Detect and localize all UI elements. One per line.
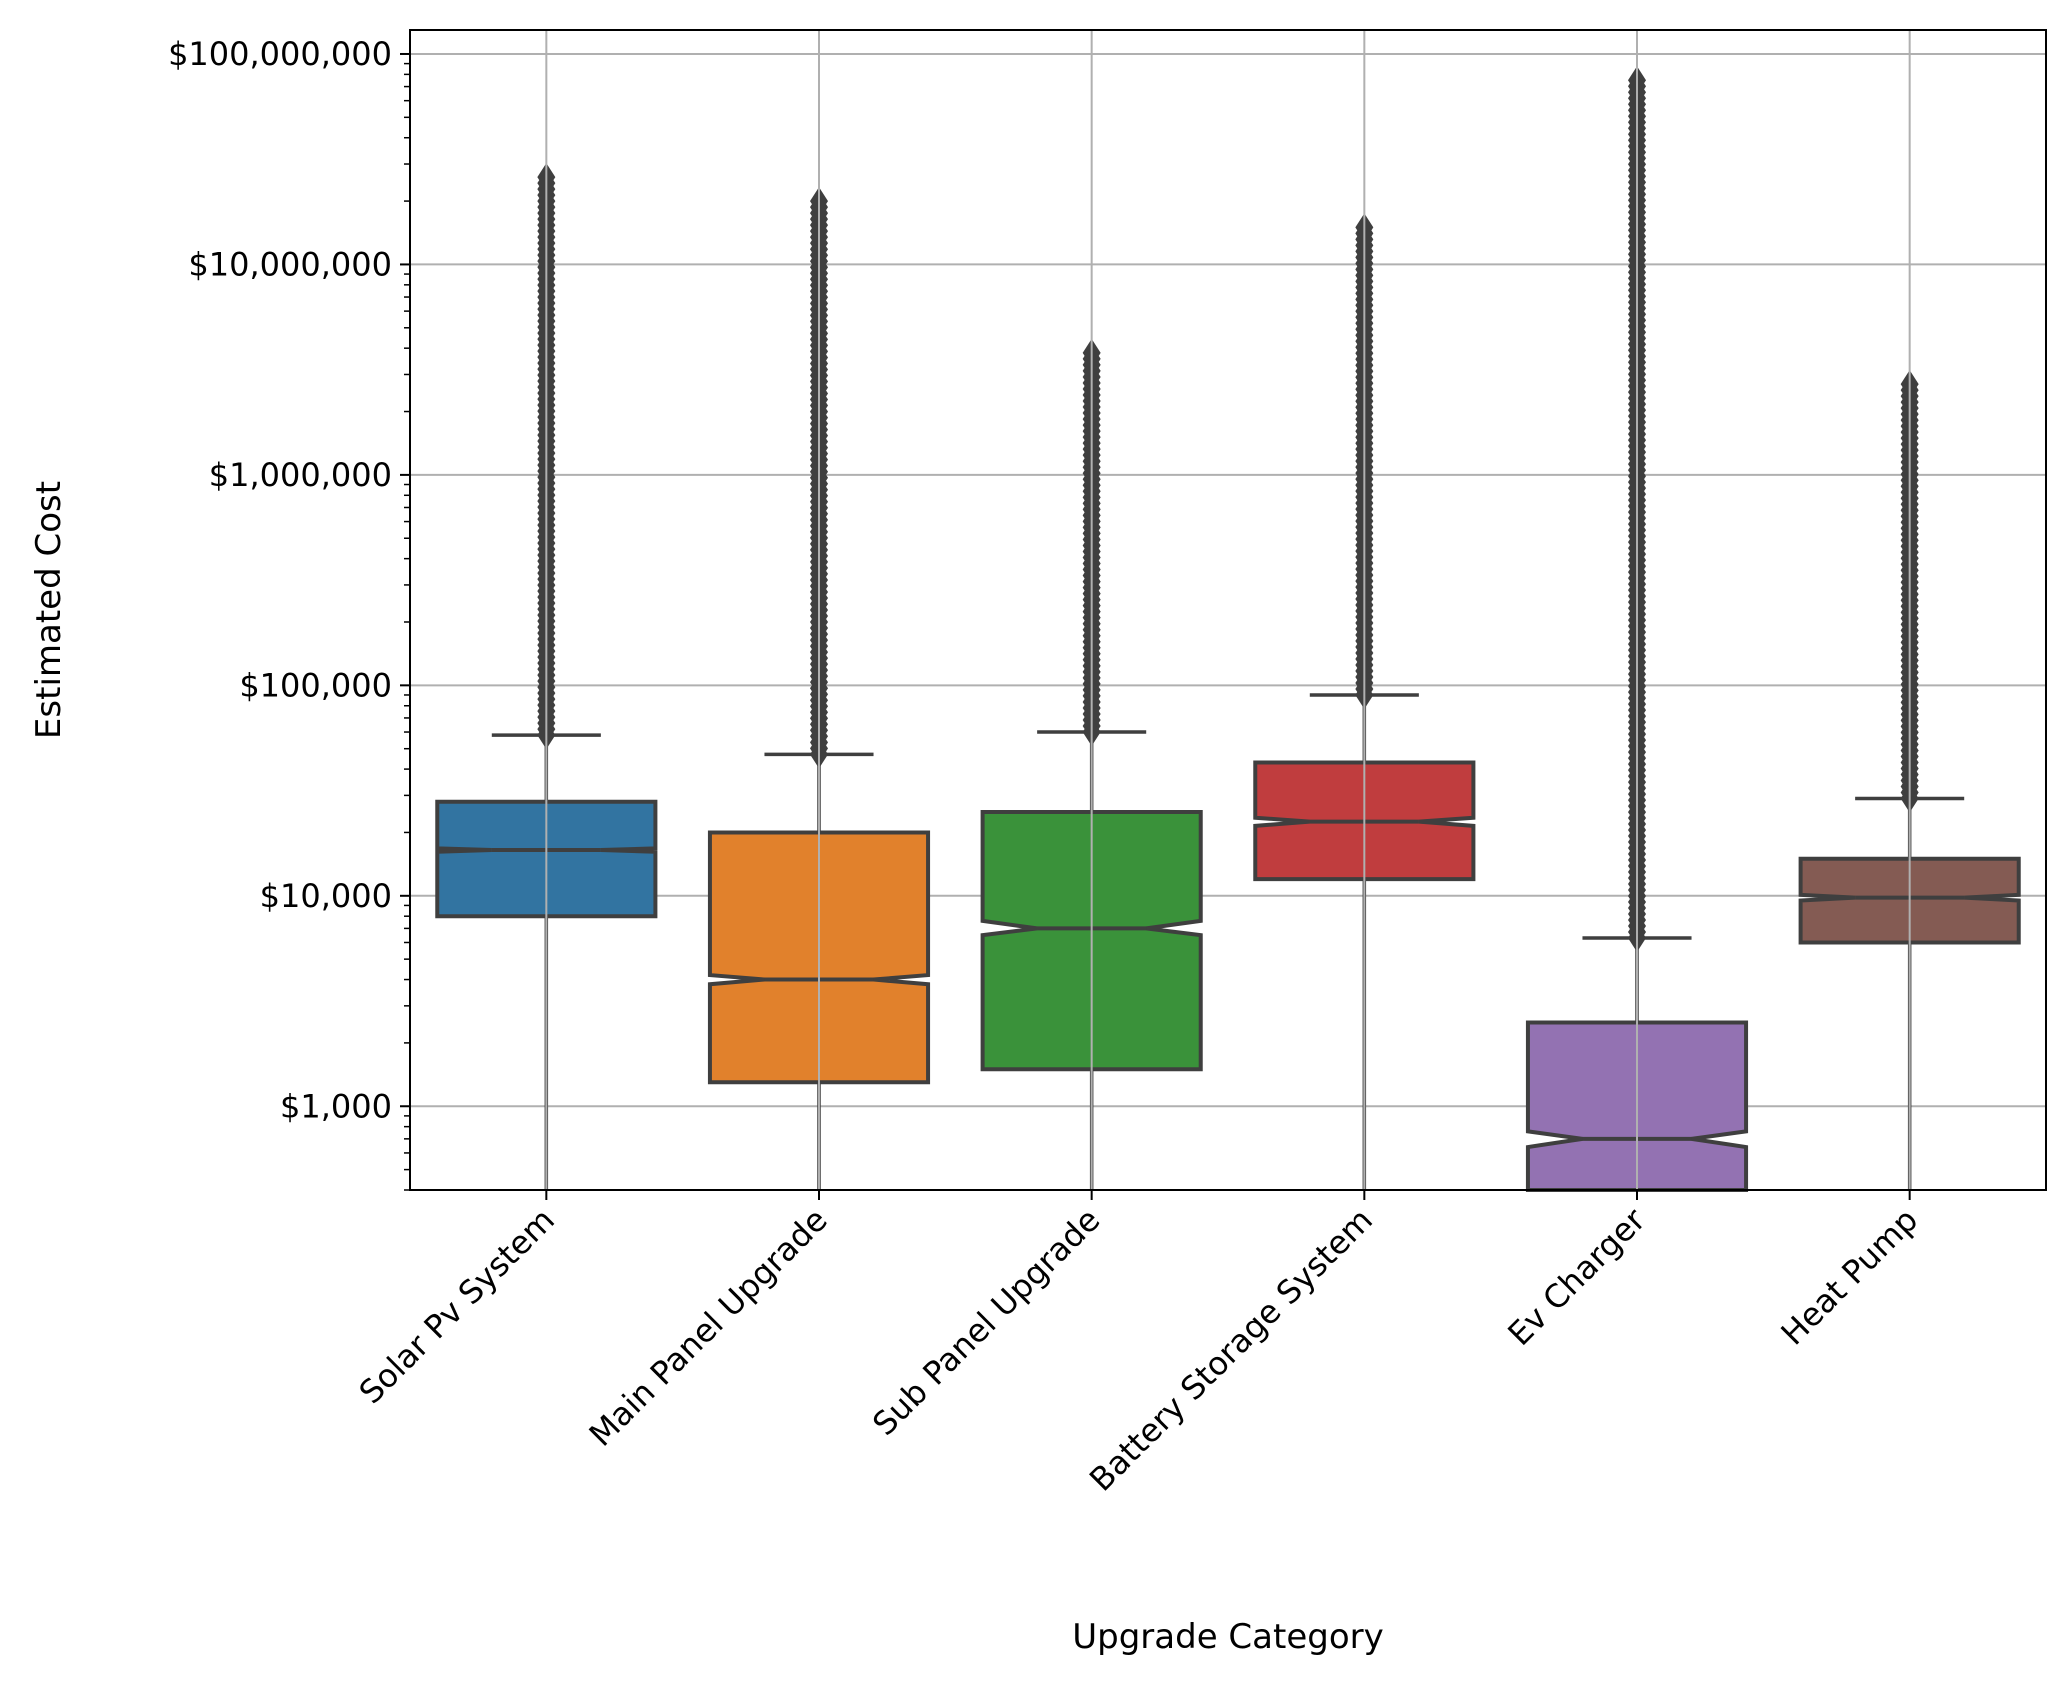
y-tick-label: $10,000	[260, 877, 392, 915]
y-tick-label: $10,000,000	[188, 245, 392, 283]
x-axis-title: Upgrade Category	[1072, 1617, 1383, 1657]
grid-lines	[410, 52, 2046, 1108]
y-tick-label: $1,000	[280, 1087, 392, 1125]
plot-frame	[409, 29, 2047, 1191]
y-tick-label: $1,000,000	[209, 456, 392, 494]
y-tick-label: $100,000,000	[168, 35, 392, 73]
y-axis-ticks: $1,000 $10,000 $100,000 $1,000,000 $10,000,0…	[168, 35, 410, 1191]
y-axis-title: Estimated Cost	[29, 481, 69, 739]
vertical-grid-lines	[545, 30, 1911, 1190]
y-tick-label: $100,000	[239, 666, 392, 704]
